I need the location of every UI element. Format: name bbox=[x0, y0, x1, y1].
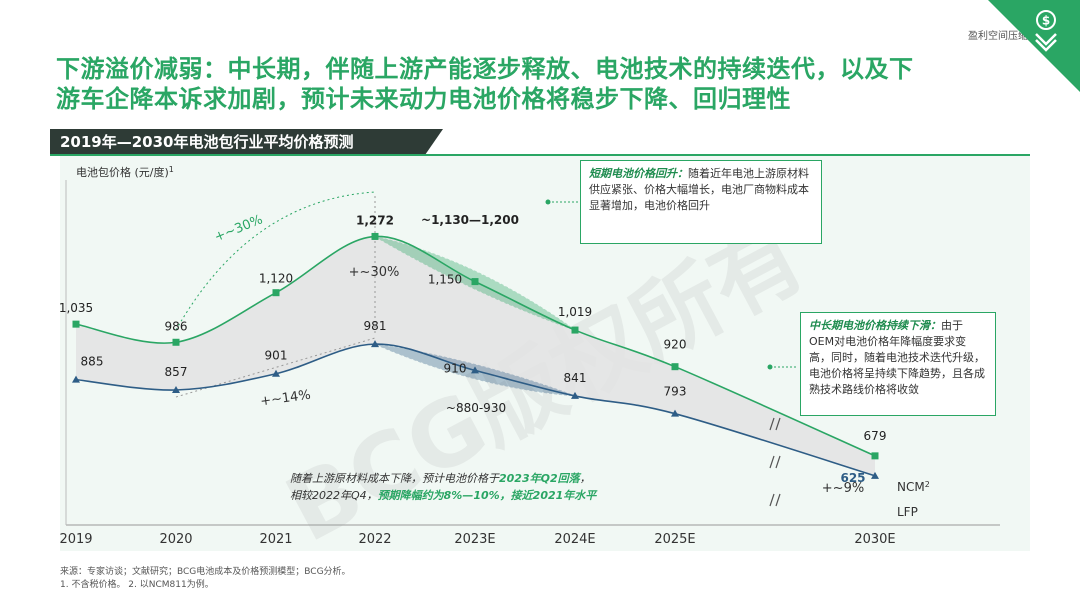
note-highlight-1: 2023年Q2回落 bbox=[499, 472, 580, 485]
spread-2030-pct: +~9% bbox=[822, 481, 864, 496]
ncm-label-2021: 1,120 bbox=[259, 272, 293, 286]
callout-short-term: 短期电池价格回升：随着近年电池上游原材料供应紧张、价格大幅增长，电池厂商物料成本… bbox=[580, 160, 822, 244]
lfp-point-2022 bbox=[371, 340, 379, 348]
axis-break-2 bbox=[769, 493, 781, 507]
note-line-2: 相较2022年Q4，预期降幅约为8%—10%，接近2021年水平 bbox=[290, 487, 596, 504]
lfp-growth-pct: +~14% bbox=[259, 388, 311, 410]
title-line-1: 下游溢价减弱：中长期，伴随上游产能逐步释放、电池技术的持续迭代，以及下 bbox=[56, 55, 914, 83]
lfp-point-2030E bbox=[871, 471, 879, 479]
x-tick-2020: 2020 bbox=[159, 532, 192, 547]
lfp-point-2021 bbox=[272, 369, 280, 377]
forecast-note: 随着上游原材料成本下降，预计电池价格于2023年Q2回落， 相较2022年Q4，… bbox=[290, 470, 596, 504]
svg-text:$: $ bbox=[1042, 14, 1050, 28]
ncm-label-2019: 1,035 bbox=[59, 301, 93, 315]
ncm-label-2020: 986 bbox=[165, 319, 188, 333]
x-tick-2030E: 2030E bbox=[854, 532, 895, 547]
lfp-label-2025E: 793 bbox=[664, 385, 687, 399]
ncm-point-2020 bbox=[172, 338, 180, 346]
money-down-icon: $ bbox=[1035, 10, 1057, 52]
x-tick-2021: 2021 bbox=[259, 532, 292, 547]
note-text-3: 相较2022年Q4， bbox=[290, 489, 378, 502]
lfp-label-2021: 901 bbox=[265, 349, 288, 363]
callout-short-title: 短期电池价格回升： bbox=[589, 167, 688, 180]
lfp-label-2022: 981 bbox=[364, 319, 387, 333]
ncm-range-label: ~1,130—1,200 bbox=[421, 213, 519, 227]
ncm-point-2022 bbox=[371, 232, 379, 240]
lfp-point-2024E bbox=[571, 391, 579, 399]
section-title-tail bbox=[425, 129, 443, 155]
footer: 来源：专家访谈；文献研究；BCG电池成本及价格预测模型；BCG分析。 1. 不含… bbox=[60, 566, 351, 592]
callout-long-title: 中长期电池价格持续下滑： bbox=[809, 319, 941, 332]
ncm-label-2025E: 920 bbox=[664, 338, 687, 352]
note-text-1: 随着上游原材料成本下降，预计电池价格于 bbox=[290, 472, 499, 485]
spread-2022-pct: +~30% bbox=[349, 265, 400, 280]
ncm-label-2023E: 1,150 bbox=[428, 273, 462, 287]
note-highlight-2: 预期降幅约为8%—10%，接近2021年水平 bbox=[377, 489, 597, 502]
ncm-point-2019 bbox=[72, 320, 80, 328]
title-line-2: 游车企降本诉求加剧，预计未来动力电池价格将稳步下降、回归理性 bbox=[56, 85, 791, 113]
note-line-1: 随着上游原材料成本下降，预计电池价格于2023年Q2回落， bbox=[290, 470, 596, 487]
x-tick-2019: 2019 bbox=[59, 532, 92, 547]
x-tick-2023E: 2023E bbox=[454, 532, 495, 547]
lfp-label-2019: 885 bbox=[81, 355, 104, 369]
lfp-label-2030E: 625 bbox=[840, 471, 865, 485]
note-text-2: ， bbox=[579, 472, 591, 485]
ncm-point-2030E bbox=[871, 452, 879, 460]
ncm-point-2023E bbox=[471, 278, 479, 286]
callout-long-dot bbox=[767, 364, 773, 370]
lfp-label-2024E: 841 bbox=[564, 371, 587, 385]
ncm-point-2024E bbox=[571, 326, 579, 334]
callout-short-dot bbox=[545, 199, 551, 205]
ncm-label-2024E: 1,019 bbox=[558, 305, 592, 319]
callout-long-term: 中长期电池价格持续下滑：由于OEM对电池价格年降幅度要求变高，同时，随着电池技术… bbox=[800, 312, 996, 416]
footer-source: 来源：专家访谈；文献研究；BCG电池成本及价格预测模型；BCG分析。 bbox=[60, 567, 351, 577]
legend-lfp: LFP bbox=[897, 505, 918, 519]
ncm-point-2025E bbox=[671, 363, 679, 371]
section-divider bbox=[50, 154, 1030, 156]
legend-ncm: NCM2 bbox=[897, 480, 930, 495]
y-axis-label: 电池包价格 (元/度)1 bbox=[76, 165, 174, 180]
x-tick-2024E: 2024E bbox=[554, 532, 595, 547]
lfp-point-2019 bbox=[72, 375, 80, 383]
ncm-label-2022: 1,272 bbox=[356, 213, 394, 227]
lfp-label-2020: 857 bbox=[165, 365, 188, 379]
axis-break-0 bbox=[769, 417, 781, 431]
ncm-label-2030E: 679 bbox=[864, 429, 887, 443]
footer-notes: 1. 不含税价格。 2. 以NCM811为例。 bbox=[60, 580, 214, 590]
ncm-growth-arc bbox=[175, 191, 376, 331]
lfp-range-label: ~880-930 bbox=[446, 401, 506, 415]
price-spread-band bbox=[76, 236, 875, 476]
lfp-label-2023E: 910 bbox=[444, 361, 467, 375]
x-tick-2025E: 2025E bbox=[654, 532, 695, 547]
page-title: 下游溢价减弱：中长期，伴随上游产能逐步释放、电池技术的持续迭代，以及下 游车企降… bbox=[56, 54, 1016, 114]
ncm-point-2021 bbox=[272, 289, 280, 297]
chart-section-title: 2019年—2030年电池包行业平均价格预测 bbox=[50, 129, 425, 155]
x-tick-2022: 2022 bbox=[358, 532, 391, 547]
axis-break-1 bbox=[769, 455, 781, 469]
corner-ribbon bbox=[988, 0, 1080, 92]
lfp-point-2023E bbox=[471, 366, 479, 374]
lfp-point-2025E bbox=[671, 409, 679, 417]
lfp-point-2020 bbox=[172, 386, 180, 393]
callout-long-body: 由于OEM对电池价格年降幅度要求变高，同时，随着电池技术迭代升级，电池价格将呈持… bbox=[809, 319, 985, 396]
callout-short-body: 随着近年电池上游原材料供应紧张、价格大幅增长，电池厂商物料成本显著增加，电池价格… bbox=[589, 167, 809, 212]
ncm-growth-pct: +~30% bbox=[212, 212, 265, 245]
